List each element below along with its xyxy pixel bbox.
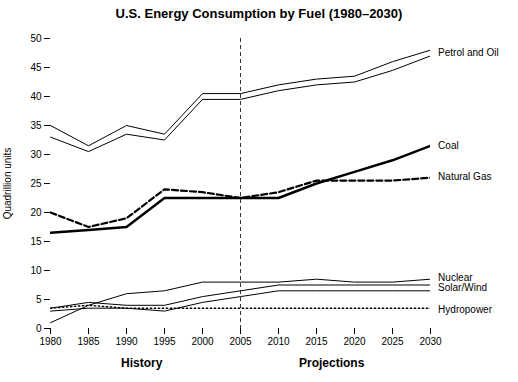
svg-text:Projections: Projections xyxy=(299,356,365,370)
svg-text:2005: 2005 xyxy=(229,336,252,347)
svg-text:2015: 2015 xyxy=(305,336,328,347)
svg-text:1985: 1985 xyxy=(77,336,100,347)
svg-text:2030: 2030 xyxy=(419,336,442,347)
svg-text:Quadrillion units: Quadrillion units xyxy=(2,148,13,220)
svg-text:5: 5 xyxy=(36,294,42,305)
svg-text:Nuclear: Nuclear xyxy=(438,272,473,283)
svg-text:Petrol and Oil: Petrol and Oil xyxy=(438,47,499,58)
svg-text:1980: 1980 xyxy=(39,336,62,347)
svg-text:2020: 2020 xyxy=(343,336,366,347)
svg-text:40: 40 xyxy=(30,91,42,102)
svg-text:20: 20 xyxy=(30,207,42,218)
svg-text:35: 35 xyxy=(30,120,42,131)
svg-text:2025: 2025 xyxy=(381,336,404,347)
svg-text:Hydropower: Hydropower xyxy=(438,304,493,315)
svg-text:History: History xyxy=(121,356,163,370)
svg-text:15: 15 xyxy=(30,236,42,247)
svg-text:30: 30 xyxy=(30,149,42,160)
html-text:U.S. Energy Consumption by Fue: U.S. Energy Consumption by Fuel (1980–20… xyxy=(115,6,403,21)
svg-text:2010: 2010 xyxy=(267,336,290,347)
svg-text:Coal: Coal xyxy=(438,140,459,151)
svg-text:Solar/Wind: Solar/Wind xyxy=(438,282,487,293)
svg-text:45: 45 xyxy=(30,62,42,73)
svg-text:50: 50 xyxy=(30,33,42,44)
svg-text:1990: 1990 xyxy=(115,336,138,347)
svg-text:1995: 1995 xyxy=(153,336,176,347)
svg-text:Natural Gas: Natural Gas xyxy=(438,171,491,182)
svg-text:10: 10 xyxy=(30,265,42,276)
svg-text:2000: 2000 xyxy=(191,336,214,347)
svg-text:0: 0 xyxy=(36,323,42,334)
svg-text:25: 25 xyxy=(30,178,42,189)
